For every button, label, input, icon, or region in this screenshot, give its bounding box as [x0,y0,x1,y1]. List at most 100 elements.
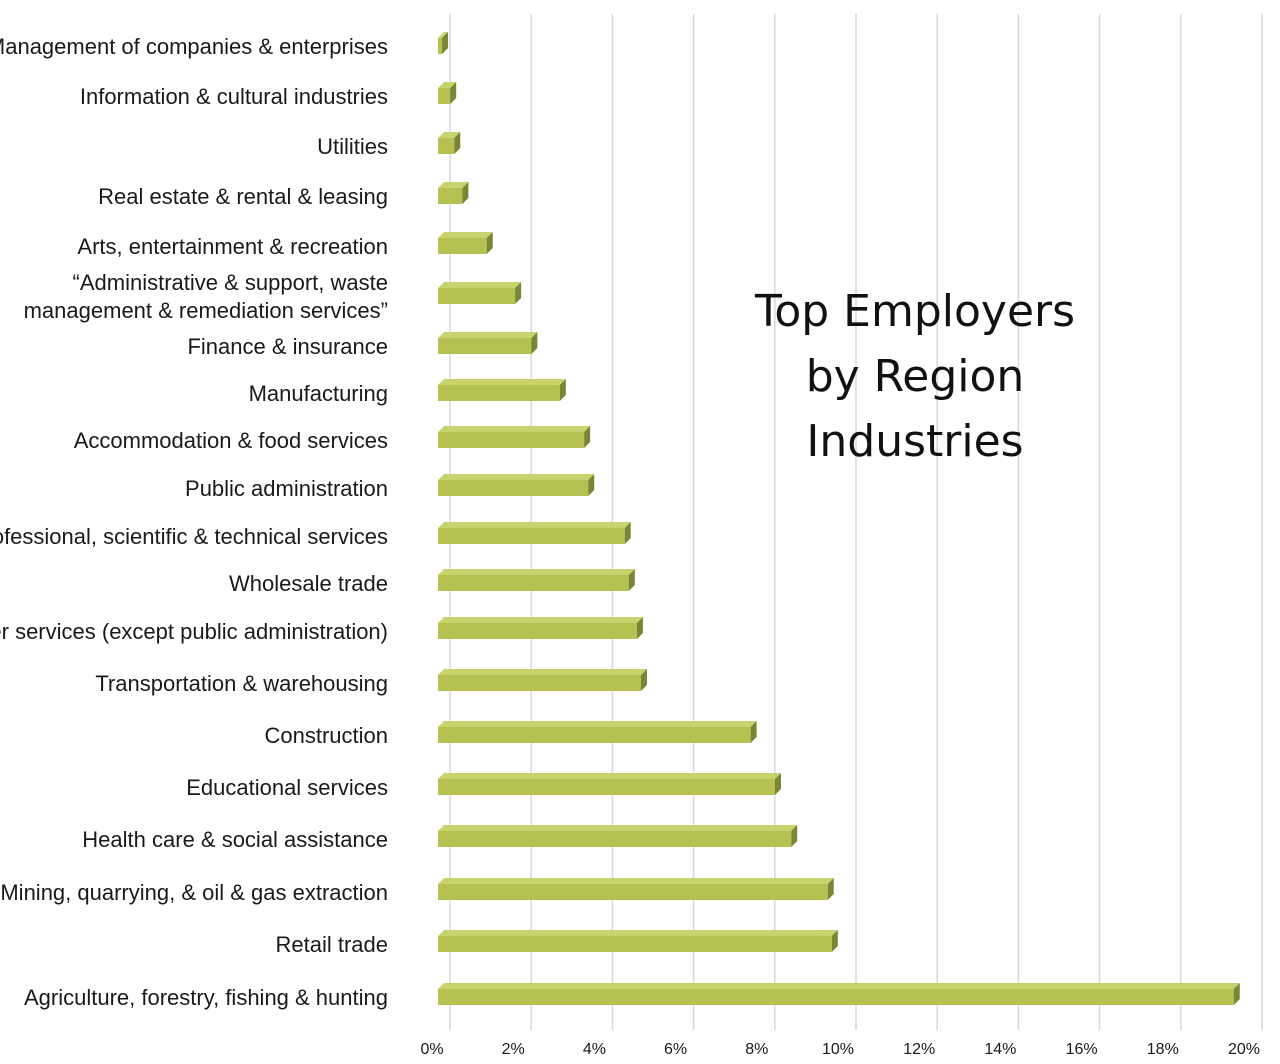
category-label-0: Management of companies & enterprises [0,34,388,59]
bar-front-face [438,138,455,154]
bar-16 [438,825,798,847]
category-label-line: Manufacturing [249,381,388,406]
category-label-line: Public administration [185,476,388,501]
bar-side-face [791,825,798,847]
bar-side-face [636,617,643,639]
bar-top-face [438,721,757,727]
tick-label-6: 12% [903,1041,935,1058]
bar-4 [438,232,493,254]
bar-side-face [831,930,838,952]
bar-top-face [438,825,798,831]
tick-label-2: 4% [583,1041,606,1058]
bar-front-face [438,38,443,54]
category-label-19: Agriculture, forestry, fishing & hunting [24,985,388,1010]
bar-front-face [438,480,589,496]
bar-front-face [438,989,1234,1005]
category-label-line: Health care & social assistance [82,827,388,852]
bar-front-face [438,432,585,448]
bar-3 [438,182,469,204]
x-axis-ticks: 0% 2% 4% 6% 8% 10% 12% 14% 16% 18% 20% [420,1041,1260,1058]
bar-top-face [438,878,834,884]
bar-12 [438,617,643,639]
category-label-7: Manufacturing [249,381,388,406]
bar-side-face [827,878,834,900]
category-label-4: Arts, entertainment & recreation [77,234,388,259]
category-label-line: Utilities [317,134,388,159]
bar-side-face [1233,983,1240,1005]
tick-label-9: 18% [1147,1041,1179,1058]
tick-label-8: 16% [1066,1041,1098,1058]
tick-label-7: 14% [984,1041,1016,1058]
category-labels: Management of companies & enterprises Inf… [0,34,388,1010]
category-label-line: Educational services [186,775,388,800]
chart-title-line-0: Top Employers [754,286,1075,337]
bar-9 [438,474,595,496]
category-label-line: Mining, quarrying, & oil & gas extractio… [0,880,388,905]
tick-label-5: 10% [822,1041,854,1058]
category-label-11: Wholesale trade [229,571,388,596]
category-label-line: Management of companies & enterprises [0,34,388,59]
category-label-9: Public administration [185,476,388,501]
bar-top-face [438,132,461,138]
chart-title: Top Employers by Region Industries [754,286,1075,467]
category-label-line: Accommodation & food services [74,428,388,453]
bar-side-face [624,522,631,544]
bar-front-face [438,88,451,104]
bar-top-face [438,379,566,385]
bar-side-face [442,32,449,54]
category-label-line: Other services (except public administra… [0,619,388,644]
category-label-line: Transportation & warehousing [95,671,388,696]
bar-side-face [774,773,781,795]
category-label-17: Mining, quarrying, & oil & gas extractio… [0,880,388,905]
bar-7 [438,379,566,401]
bar-side-face [588,474,595,496]
bar-side-face [559,379,566,401]
bar-front-face [438,575,629,591]
bar-side-face [515,282,522,304]
bar-side-face [454,132,461,154]
bar-top-face [438,426,591,432]
bar-6 [438,332,538,354]
category-label-18: Retail trade [275,932,388,957]
bar-top-face [438,82,457,88]
bar-side-face [450,82,457,104]
bar-front-face [438,238,487,254]
category-label-6: Finance & insurance [187,334,388,359]
category-label-line: Real estate & rental & leasing [98,184,388,209]
category-label-5: “Administrative & support, waste manageme… [24,270,388,323]
bar-2 [438,132,461,154]
bar-front-face [438,288,516,304]
chart-title-line-1: by Region [806,351,1025,402]
bar-front-face [438,675,641,691]
bar-top-face [438,282,522,288]
bar-top-face [438,332,538,338]
bar-top-face [438,32,449,38]
bar-front-face [438,528,625,544]
bar-side-face [462,182,469,204]
category-label-12: Other services (except public administra… [0,619,388,644]
bar-1 [438,82,457,104]
tick-label-0: 0% [420,1041,443,1058]
category-label-14: Construction [264,723,388,748]
category-label-line: management & remediation services” [24,298,388,323]
gridlines [449,14,1263,1030]
bar-19 [438,983,1240,1005]
category-label-line: Finance & insurance [187,334,388,359]
bar-top-face [438,232,493,238]
category-label-10: Professional, scientific & technical ser… [0,524,388,549]
tick-label-3: 6% [664,1041,687,1058]
bar-18 [438,930,838,952]
bar-front-face [438,623,637,639]
bar-17 [438,878,834,900]
category-label-1: Information & cultural industries [80,84,388,109]
category-label-line: Arts, entertainment & recreation [77,234,388,259]
bar-front-face [438,779,775,795]
bar-top-face [438,930,838,936]
bar-13 [438,669,647,691]
category-label-line: “Administrative & support, waste [73,270,388,295]
bar-top-face [438,669,647,675]
bar-side-face [641,669,647,691]
tick-label-4: 8% [745,1041,768,1058]
bar-14 [438,721,757,743]
bar-top-face [438,569,635,575]
